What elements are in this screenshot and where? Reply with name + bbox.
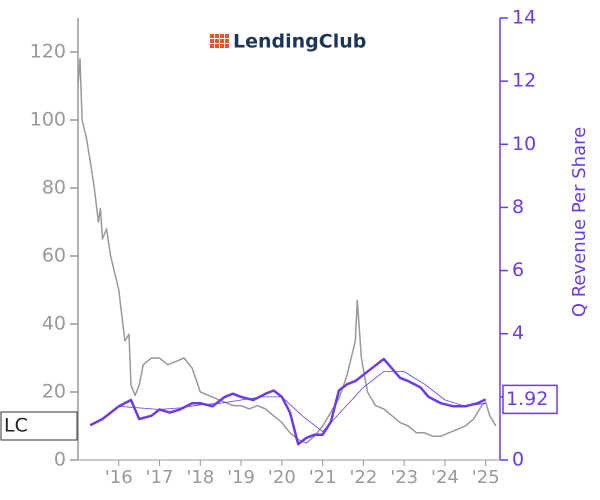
series-line (77, 58, 497, 444)
series-line (118, 371, 486, 432)
y-tick-label: 100 (30, 109, 66, 131)
x-tick-label: '23 (390, 467, 418, 488)
x-tick-label: '24 (431, 467, 459, 488)
y-tick-label: 40 (42, 313, 66, 335)
x-tick-label: '21 (309, 467, 337, 488)
series-label-box (0, 411, 78, 441)
series-line (89, 357, 487, 446)
y-tick-label: 120 (30, 41, 66, 63)
x-tick-label: '16 (105, 467, 133, 488)
value-label: 1.92 (506, 388, 548, 410)
y2-tick-label: 6 (512, 259, 524, 281)
y2-axis-title: Q Revenue Per Share (569, 127, 590, 317)
y-tick-label: 0 (54, 449, 66, 471)
x-tick-label: '19 (227, 467, 255, 488)
x-tick-label: '17 (146, 467, 174, 488)
y-tick-label: 20 (42, 381, 66, 403)
x-tick-label: '20 (268, 467, 296, 488)
x-tick-label: '22 (349, 467, 377, 488)
value-label-box (502, 384, 558, 415)
y2-tick-label: 12 (512, 70, 536, 92)
y2-tick-label: 10 (512, 133, 536, 155)
y-tick-label: 80 (42, 177, 66, 199)
x-tick-label: '25 (472, 467, 500, 488)
logo: LendingClub (210, 31, 366, 53)
y-tick-label: 60 (42, 245, 66, 267)
x-tick-label: '18 (186, 467, 214, 488)
series-label: LC (4, 415, 28, 437)
y2-tick-label: 4 (512, 322, 524, 344)
y2-tick-label: 0 (512, 449, 524, 471)
logo-text: LendingClub (233, 31, 366, 53)
logo-icon (210, 34, 229, 48)
y2-tick-label: 14 (512, 7, 536, 29)
y2-tick-label: 8 (512, 196, 524, 218)
